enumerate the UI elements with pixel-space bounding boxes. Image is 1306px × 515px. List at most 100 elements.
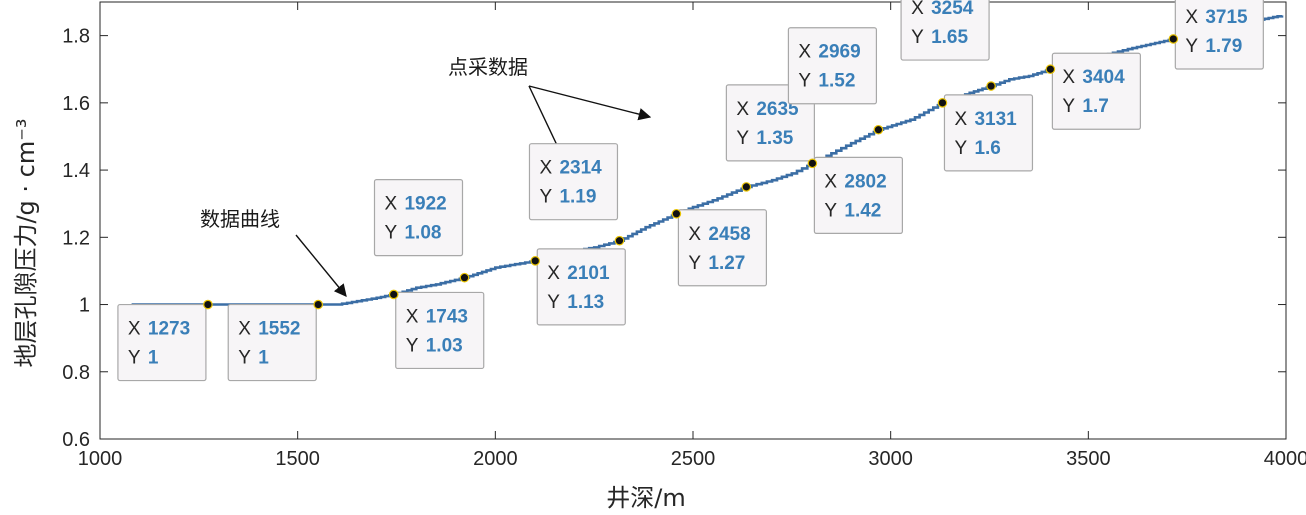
data-point xyxy=(388,289,399,300)
datatip-x-key: X xyxy=(406,306,419,327)
datatip-y-key: Y xyxy=(824,200,837,221)
datatip-x-value: 3254 xyxy=(931,0,974,19)
datatip-x-key: X xyxy=(798,42,811,63)
datatip-y-value: 1.19 xyxy=(559,187,596,208)
x-tick-label: 4000 xyxy=(1264,448,1306,470)
x-tick-label: 3000 xyxy=(868,448,913,470)
x-tick-label: 2500 xyxy=(671,448,716,470)
data-point xyxy=(671,208,682,219)
y-tick-label: 1.2 xyxy=(62,227,90,249)
datatip-y-value: 1.7 xyxy=(1082,96,1108,117)
datatip-y-key: Y xyxy=(238,348,251,369)
annotation-data-curve: 数据曲线 xyxy=(200,207,280,231)
datatip-y-key: Y xyxy=(1062,96,1075,117)
datatip-box xyxy=(528,143,619,221)
datatip-box xyxy=(943,94,1034,172)
datatip-x-value: 1743 xyxy=(426,306,468,327)
datatip-y-key: Y xyxy=(128,348,141,369)
datatip-x-key: X xyxy=(911,0,924,19)
datatip-box xyxy=(1174,0,1264,70)
datatip-x-value: 2802 xyxy=(844,171,886,192)
datatip-box xyxy=(373,179,464,257)
datatip-y-key: Y xyxy=(688,253,701,274)
datatip-x-key: X xyxy=(1185,7,1198,28)
datatip-x-value: 2635 xyxy=(756,99,799,120)
datatip-x-key: X xyxy=(238,319,251,340)
datatip: X 3404 Y 1.7 xyxy=(1051,52,1141,130)
datatip-x-value: 2969 xyxy=(818,42,860,63)
datatip-x-value: 1273 xyxy=(148,319,190,340)
datatip-x-value: 3131 xyxy=(974,109,1017,130)
datatip: X 1743 Y 1.03 xyxy=(395,291,485,370)
datatip-x-value: 2314 xyxy=(559,158,602,179)
y-tick-label: 1.6 xyxy=(62,93,90,115)
x-tick-label: 1000 xyxy=(78,448,123,470)
data-point xyxy=(614,235,625,246)
data-point xyxy=(937,98,948,108)
datatip-y-value: 1.35 xyxy=(756,128,793,149)
data-point xyxy=(530,256,541,266)
datatip-box xyxy=(117,303,207,382)
datatip-x-value: 2101 xyxy=(567,263,610,284)
datatip-y-key: Y xyxy=(798,71,811,92)
datatip: X 1552 Y 1 xyxy=(227,303,317,382)
datatip-y-key: Y xyxy=(954,138,967,159)
x-axis-label: 井深/m xyxy=(606,484,685,512)
data-point xyxy=(203,299,213,310)
datatip-y-key: Y xyxy=(1185,36,1198,57)
y-tick-label: 0.8 xyxy=(62,362,90,384)
datatip-y-value: 1.65 xyxy=(931,27,968,48)
datatip: X 2101 Y 1.13 xyxy=(536,248,626,326)
datatip-box xyxy=(227,303,317,382)
datatip-x-value: 1922 xyxy=(404,194,446,215)
data-point xyxy=(807,158,818,169)
datatip-x-value: 3404 xyxy=(1082,67,1125,88)
datatip-y-value: 1.52 xyxy=(818,71,855,92)
data-point xyxy=(741,182,752,192)
datatip-y-value: 1.08 xyxy=(404,223,441,244)
datatip-x-key: X xyxy=(688,224,701,245)
datatip-y-value: 1.27 xyxy=(708,253,745,274)
datatip-y-value: 1.42 xyxy=(844,200,881,221)
datatip: X 1273 Y 1 xyxy=(117,303,207,382)
datatip-x-key: X xyxy=(128,319,141,340)
datatip-y-key: Y xyxy=(736,128,749,149)
datatip-y-key: Y xyxy=(384,223,397,244)
datatip-box xyxy=(1051,52,1141,130)
data-point xyxy=(459,272,470,283)
datatip-x-key: X xyxy=(736,99,749,120)
y-axis-label: 地层孔隙压力/g · cm⁻³ xyxy=(12,118,40,367)
datatip-y-value: 1.79 xyxy=(1205,36,1242,57)
datatip-box xyxy=(813,156,903,234)
datatip-y-key: Y xyxy=(539,187,552,208)
data-point xyxy=(313,299,324,310)
data-point xyxy=(873,124,884,135)
datatip-y-value: 1.6 xyxy=(974,138,1000,159)
datatip-y-value: 1 xyxy=(258,348,269,369)
x-tick-label: 2000 xyxy=(473,448,518,470)
datatip-x-key: X xyxy=(824,171,837,192)
data-point xyxy=(1168,34,1179,44)
data-point xyxy=(1045,64,1056,75)
datatip-x-key: X xyxy=(1062,67,1075,88)
datatip-y-value: 1.13 xyxy=(567,292,604,313)
data-point xyxy=(986,81,996,91)
datatip: X 3131 Y 1.6 xyxy=(943,94,1034,172)
y-tick-label: 1.8 xyxy=(62,26,90,48)
x-tick-label: 3500 xyxy=(1066,448,1111,470)
annotation-arrow xyxy=(528,85,652,121)
y-tick-label: 1.4 xyxy=(62,160,90,182)
datatip: X 1922 Y 1.08 xyxy=(373,179,464,257)
datatip-x-key: X xyxy=(539,158,552,179)
datatip-x-value: 2458 xyxy=(708,224,750,245)
datatip-box xyxy=(395,291,485,370)
datatip: X 2458 Y 1.27 xyxy=(677,209,767,287)
datatip-x-value: 1552 xyxy=(258,319,300,340)
datatip-x-value: 3715 xyxy=(1205,7,1248,28)
datatip-y-key: Y xyxy=(406,335,419,356)
annotation-arrow xyxy=(295,234,347,297)
annotation-sampled-points: 点采数据 xyxy=(448,55,528,79)
tick-labels: 1000 1500 2000 2500 3000 3500 4000 0.6 0.8 1 1.2 1.… xyxy=(62,2,1306,470)
